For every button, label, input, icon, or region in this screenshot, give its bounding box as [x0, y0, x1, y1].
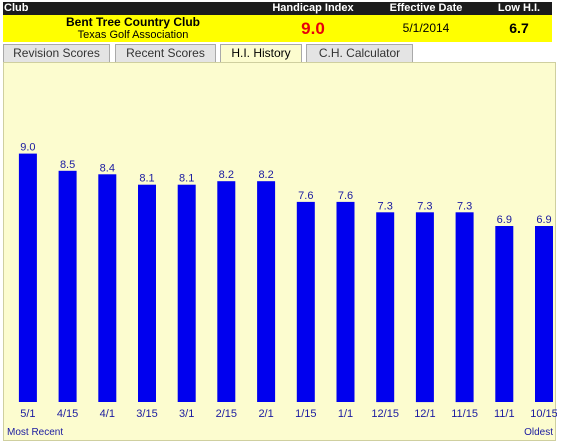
bar-5-1 [18, 153, 37, 402]
bar-value-label: 7.3 [378, 200, 393, 212]
category-tick-label: 2/1 [258, 408, 273, 420]
oldest-label: Oldest [524, 427, 553, 438]
bar-value-label: 7.3 [417, 200, 432, 212]
bar-value-label: 8.2 [258, 169, 273, 181]
bar-value-label: 6.9 [536, 214, 551, 226]
tab-ch-calculator[interactable]: C.H. Calculator [306, 44, 413, 62]
bar-2-15 [217, 181, 236, 402]
bar-10-15 [535, 226, 553, 402]
bar-value-label: 7.6 [298, 190, 313, 202]
bar-value-label: 8.4 [100, 162, 115, 174]
tab-hi-history[interactable]: H.I. History [220, 44, 302, 63]
hi-history-chart: 9.0 5/1 8.5 4/15 8.4 4/1 8.1 3/15 8.1 3/1 8.2 2/15 8… [18, 142, 557, 420]
bar-value-label: 8.1 [139, 173, 154, 185]
category-tick-label: 4/15 [57, 408, 78, 420]
category-tick-label: 3/15 [136, 408, 157, 420]
bar-value-label: 8.1 [179, 173, 194, 185]
handicap-index-value: 9.0 [301, 19, 325, 38]
bar-value-label: 9.0 [20, 142, 35, 154]
tab-recent-scores[interactable]: Recent Scores [115, 44, 216, 62]
low-hi-column-header: Low H.I. [497, 2, 541, 14]
category-tick-label: 5/1 [20, 408, 35, 420]
header-row: Club Handicap Index Effective Date Low H… [3, 2, 552, 15]
club-name: Bent Tree Country Club [65, 15, 200, 29]
category-tick-label: 12/1 [414, 408, 435, 420]
bar-1-15 [296, 201, 315, 402]
category-tick-label: 1/1 [338, 408, 353, 420]
category-tick-label: 12/15 [371, 408, 399, 420]
bar-4-1 [98, 174, 117, 402]
bar-4-15 [58, 170, 77, 402]
bar-12-1 [415, 212, 434, 403]
category-tick-label: 1/15 [295, 408, 316, 420]
bar-value-label: 7.3 [457, 200, 472, 212]
bar-12-15 [376, 212, 395, 403]
category-tick-label: 11/1 [494, 408, 515, 420]
effective-date-value: 5/1/2014 [402, 21, 450, 35]
bar-11-15 [455, 212, 474, 403]
category-tick-label: 2/15 [216, 408, 237, 420]
category-tick-label: 11/15 [451, 408, 478, 420]
bar-3-1 [177, 184, 196, 402]
tab-revision-scores[interactable]: Revision Scores [3, 44, 110, 62]
handicap-info-row: Bent Tree Country Club Texas Golf Associ… [3, 15, 552, 42]
bar-value-label: 6.9 [497, 214, 512, 226]
bar-2-1 [257, 181, 276, 402]
category-tick-label: 10/15 [530, 408, 557, 420]
bar-11-1 [495, 226, 514, 402]
category-tick-label: 4/1 [100, 408, 115, 420]
most-recent-label: Most Recent [7, 427, 64, 438]
category-tick-label: 3/1 [179, 408, 194, 420]
handicap-index-column-header: Handicap Index [272, 2, 354, 14]
low-hi-value: 6.7 [509, 20, 529, 36]
effective-date-column-header: Effective Date [389, 2, 463, 14]
bar-1-1 [336, 201, 355, 402]
hi-history-chart-panel: 9.0 5/1 8.5 4/15 8.4 4/1 8.1 3/15 8.1 3/1 8.2 2/15 8… [3, 62, 557, 441]
bar-value-label: 8.2 [219, 169, 234, 181]
bar-value-label: 8.5 [60, 159, 75, 171]
bar-value-label: 7.6 [338, 190, 353, 202]
bar-3-15 [138, 184, 156, 402]
club-column-header: Club [4, 2, 29, 14]
association-name: Texas Golf Association [77, 29, 189, 41]
